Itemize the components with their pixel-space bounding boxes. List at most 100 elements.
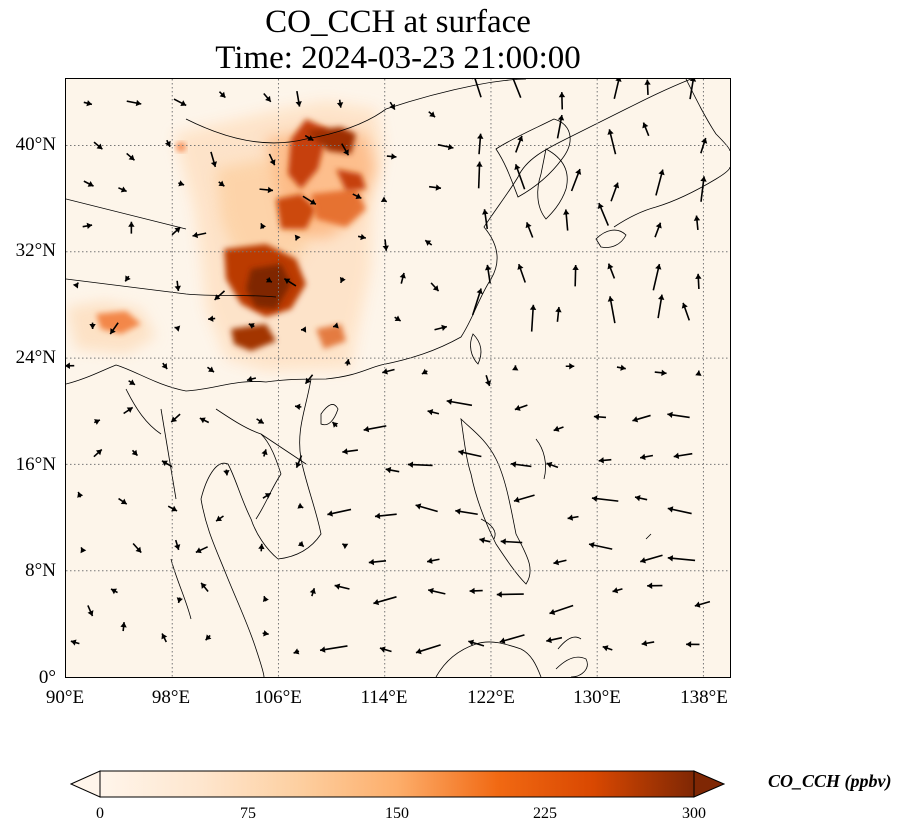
wind-arrow-head (593, 413, 600, 421)
wind-arrow-head (686, 641, 692, 648)
wind-arrow-head (201, 582, 207, 589)
wind-arrow-head (415, 503, 422, 510)
wind-arrow-head (694, 601, 701, 608)
colorbar-tick-label: 150 (385, 805, 409, 822)
wind-arrow-head (265, 276, 272, 283)
wind-arrow-head (333, 322, 339, 329)
wind-arrow-head (695, 273, 702, 279)
wind-arrow-head (246, 375, 253, 383)
wind-arrow-head (476, 288, 483, 295)
colorbar (70, 770, 725, 798)
wind-arrow-head (360, 233, 366, 241)
wind-arrow-head (174, 544, 181, 550)
wind-arrow-head (591, 495, 598, 502)
y-tick-label: 8°N (25, 560, 56, 581)
wind-arrow-head (446, 398, 453, 405)
wind-arrow-head (342, 448, 348, 455)
wind-arrow-head (499, 637, 506, 644)
figure-title: CO_CCH at surface (265, 4, 531, 40)
x-tick-label: 106°E (254, 687, 302, 708)
wind-arrow-head (120, 622, 127, 628)
wind-arrow-head (161, 363, 168, 369)
wind-arrow-head (432, 285, 439, 292)
y-tick-label: 0° (38, 667, 56, 688)
figure-subtitle: Time: 2024-03-23 21:00:00 (215, 40, 581, 76)
wind-arrow-head (77, 491, 84, 498)
wind-arrow-head (219, 91, 226, 98)
wind-arrow-head (339, 276, 346, 283)
wind-arrow-head (441, 324, 447, 331)
wind-arrow-head (479, 537, 486, 544)
wind-arrow-head (644, 79, 651, 85)
wind-arrow-head (513, 496, 520, 503)
colorbar-tick-label: 225 (533, 805, 557, 822)
wind-arrow-head (607, 263, 614, 270)
colorbar-extend-min (70, 770, 101, 798)
wind-arrow-head (681, 302, 688, 309)
wind-arrow-head (295, 461, 302, 468)
wind-arrow-head (529, 304, 537, 310)
wind-arrow-head (120, 186, 127, 193)
wind-arrow-head (199, 417, 206, 424)
wind-arrow-shaft (474, 79, 482, 98)
wind-arrow-head (171, 505, 178, 512)
wind-arrow-head (297, 502, 304, 509)
wind-arrow-head (458, 449, 464, 456)
wind-arrow-head (80, 547, 87, 554)
wind-arrow-head (95, 449, 102, 456)
wind-arrow-head (174, 285, 181, 292)
wind-arrow-head (294, 234, 301, 241)
wind-arrow-head (309, 588, 316, 595)
wind-arrow-head (208, 366, 214, 373)
wind-arrow-head (178, 180, 185, 187)
colorbar-extend-max (693, 770, 725, 798)
wind-arrow-head (176, 597, 183, 603)
x-tick-label: 114°E (360, 687, 408, 708)
wind-arrow-head (613, 182, 620, 189)
colorbar-label: CO_CCH (ppbv) (768, 771, 892, 791)
wind-arrow-head (482, 209, 489, 215)
wind-arrow-head (514, 404, 521, 411)
wind-arrow-head (66, 362, 70, 369)
wind-arrow-head (517, 264, 524, 270)
wind-arrow-head (248, 323, 255, 329)
wind-arrow-head (647, 582, 653, 589)
wind-arrow-head (496, 591, 502, 598)
wind-arrow-head (131, 449, 138, 456)
wind-arrow-head (284, 278, 291, 285)
wind-arrow-head (477, 133, 484, 139)
wind-arrow-head (567, 514, 574, 521)
wind-arrow-head (297, 540, 304, 547)
wind-arrow-head (634, 494, 641, 502)
wind-arrow-head (379, 646, 386, 653)
wind-arrow-head (693, 215, 701, 221)
wind-arrow-head (620, 364, 626, 371)
wind-arrow-shaft (512, 79, 522, 98)
wind-arrow-head (415, 648, 422, 655)
wind-arrow-head (332, 422, 339, 428)
wind-arrow-head (389, 103, 395, 110)
wind-arrow-head (344, 359, 351, 365)
wind-arrow-head (327, 510, 333, 517)
wind-arrow-head (300, 326, 307, 333)
wind-arrow-head (655, 264, 662, 270)
wind-arrow-head (572, 264, 579, 271)
wind-arrow-head (632, 416, 639, 423)
wind-arrow-head (597, 203, 604, 209)
wind-arrow-head (557, 115, 565, 121)
wind-arrow-head (642, 122, 649, 129)
wind-arrow-head (263, 630, 269, 637)
wind-arrow-head (429, 111, 436, 118)
wind-arrow-head (265, 95, 271, 102)
wind-arrow-head (320, 646, 326, 653)
wind-arrow-head (264, 493, 271, 499)
wind-arrow-head (70, 639, 77, 646)
wind-arrow-head (589, 542, 595, 549)
colorbar-tick-label: 300 (682, 805, 706, 822)
wind-arrow-head (174, 325, 181, 332)
wind-arrow-head (180, 100, 187, 106)
wind-arrow-head (87, 610, 94, 617)
wind-arrow-head (575, 169, 582, 175)
wind-arrow-head (658, 294, 665, 301)
wind-arrow-head (257, 418, 264, 424)
